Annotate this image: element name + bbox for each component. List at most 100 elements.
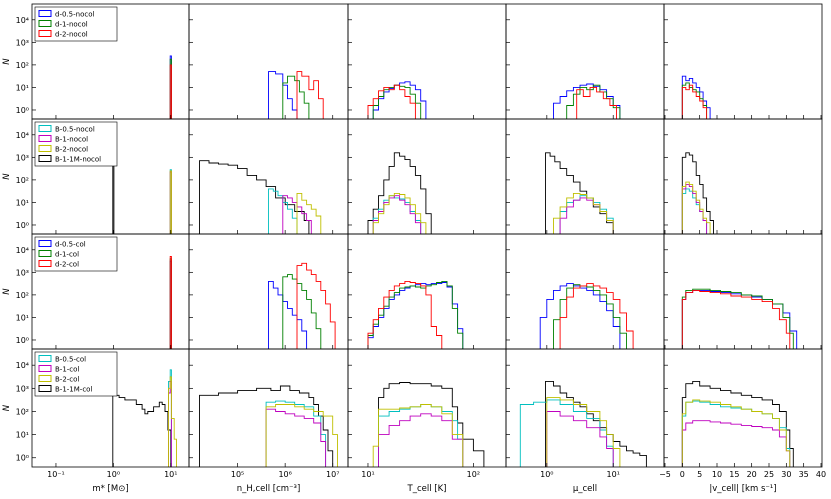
series-d-0.5-col-r2c1 <box>268 280 308 349</box>
series-B-0.5-nocol-r1c3 <box>559 195 614 234</box>
legend-label-B-1-1M-col: B-1-1M-col <box>55 386 92 394</box>
series-B-2-col-r3c4 <box>681 399 791 467</box>
y-tick-label: 10² <box>16 407 29 416</box>
series-B-0.5-col-r3c4 <box>681 400 791 467</box>
x-axis-label: n_H,cell [cm⁻³] <box>237 484 301 494</box>
series-B-2-col-r3c0 <box>168 376 177 467</box>
y-tick-label: 10³ <box>16 153 29 162</box>
series-d-2-nocol-r0c0 <box>169 64 172 119</box>
y-tick-label: 10⁰ <box>16 106 29 115</box>
legend-swatch-B-2-nocol <box>38 145 52 152</box>
series-d-0.5-col-r2c2 <box>367 282 464 349</box>
panel-frame <box>663 118 823 235</box>
panel-frame <box>663 348 823 468</box>
legend-label-B-1-col: B-1-col <box>55 366 79 374</box>
legend-swatch-B-1-nocol <box>38 135 52 142</box>
series-B-1-1M-nocol-r1c4 <box>681 152 714 234</box>
series-d-1-nocol-r0c1 <box>282 75 310 119</box>
series-B-1-1M-col-r3c2 <box>378 382 485 467</box>
x-tick-label: 35 <box>799 470 809 479</box>
legend-box <box>34 6 118 42</box>
series-d-2-col-r2c4 <box>681 289 791 349</box>
y-tick-label: 10⁴ <box>16 246 29 255</box>
legend-swatch-d-1-col <box>38 250 52 257</box>
series-B-1-nocol-r1c2 <box>372 195 422 234</box>
legend-label-B-2-col: B-2-col <box>55 376 79 384</box>
series-B-2-col-r3c3 <box>546 397 621 467</box>
x-axis-label: T_cell [K] <box>407 484 447 494</box>
legend-label-B-0.5-nocol: B-0.5-nocol <box>55 126 95 134</box>
legend-swatch-B-0.5-col <box>38 355 52 362</box>
x-tick-label: 5 <box>697 470 702 479</box>
x-tick-label: 10² <box>467 470 480 479</box>
series-B-1-nocol-r1c3 <box>559 197 614 234</box>
x-tick-label: −5 <box>659 470 671 479</box>
legend-box <box>34 351 118 397</box>
x-tick-label: 20 <box>747 470 757 479</box>
legend-label-B-2-nocol: B-2-nocol <box>55 146 88 154</box>
legend-swatch-B-1-col <box>38 365 52 372</box>
y-axis-label: N <box>2 288 12 295</box>
x-tick-label: 0 <box>680 470 685 479</box>
legend-swatch-d-0.5-col <box>38 240 52 247</box>
y-tick-label: 10⁰ <box>16 336 29 345</box>
legend-box <box>34 121 118 167</box>
panel-frame <box>505 118 665 235</box>
series-B-1-1M-nocol-r1c3 <box>545 152 614 234</box>
x-tick-label: 40 <box>816 470 826 479</box>
panel-frame <box>347 118 507 235</box>
y-tick-label: 10¹ <box>16 313 29 322</box>
y-tick-label: 10² <box>16 291 29 300</box>
y-tick-label: 10⁴ <box>16 16 29 25</box>
series-d-0.5-nocol-r0c4 <box>681 75 711 119</box>
panel-frame <box>505 3 665 120</box>
series-B-1-1M-col-r3c0 <box>112 353 172 467</box>
series-d-0.5-col-r2c3 <box>539 283 621 349</box>
legend-label-d-2-col: d-2-col <box>55 261 79 269</box>
series-d-1-col-r2c3 <box>553 284 627 349</box>
panel-frame <box>347 348 507 468</box>
y-tick-label: 10⁴ <box>16 131 29 140</box>
series-d-2-col-r2c2 <box>367 280 443 349</box>
series-d-2-nocol-r0c4 <box>681 84 708 119</box>
legend-label-d-1-nocol: d-1-nocol <box>55 21 88 29</box>
series-B-1-1M-nocol-r1c2 <box>367 152 432 234</box>
series-d-2-nocol-r0c1 <box>296 71 324 119</box>
series-B-1-1M-nocol-r1c1 <box>199 160 310 234</box>
x-tick-label: 10⁵ <box>231 470 244 479</box>
legend-label-B-1-nocol: B-1-nocol <box>55 136 88 144</box>
y-tick-label: 10¹ <box>16 198 29 207</box>
series-d-2-col-r2c0 <box>169 256 172 349</box>
legend-swatch-d-0.5-nocol <box>38 10 52 17</box>
series-B-1-col-r3c1 <box>265 408 327 467</box>
x-tick-label: 25 <box>764 470 774 479</box>
x-tick-label: 10⁰ <box>107 470 120 479</box>
y-tick-label: 10⁴ <box>16 361 29 370</box>
series-B-1-1M-col-r3c3 <box>545 380 647 467</box>
y-tick-label: 10¹ <box>16 431 29 440</box>
series-d-1-nocol-r0c3 <box>566 84 621 119</box>
panel-frame <box>663 233 823 350</box>
legend-swatch-d-2-col <box>38 260 52 267</box>
y-tick-label: 10² <box>16 61 29 70</box>
x-tick-label: 10⁷ <box>326 470 339 479</box>
series-B-1-col-r3c2 <box>378 413 464 467</box>
series-d-0.5-nocol-r0c3 <box>553 83 621 119</box>
series-d-1-col-r2c4 <box>681 288 794 349</box>
y-tick-label: 10³ <box>16 268 29 277</box>
y-axis-label: N <box>2 58 12 65</box>
series-d-1-col-r2c1 <box>282 274 322 349</box>
series-d-1-col-r2c2 <box>367 280 464 349</box>
x-tick-label: 15 <box>729 470 739 479</box>
legend-swatch-B-0.5-nocol <box>38 125 52 132</box>
series-B-2-nocol-r1c2 <box>372 192 427 234</box>
y-tick-label: 10² <box>16 176 29 185</box>
series-d-2-nocol-r0c2 <box>367 84 416 119</box>
x-axis-label: |v_cell| [km s⁻¹] <box>709 484 776 494</box>
series-B-1-col-r3c4 <box>681 420 791 467</box>
y-tick-label: 10¹ <box>16 83 29 92</box>
legend-swatch-d-1-nocol <box>38 20 52 27</box>
series-B-0.5-col-r3c3 <box>519 399 614 467</box>
panel-frame <box>347 3 507 120</box>
